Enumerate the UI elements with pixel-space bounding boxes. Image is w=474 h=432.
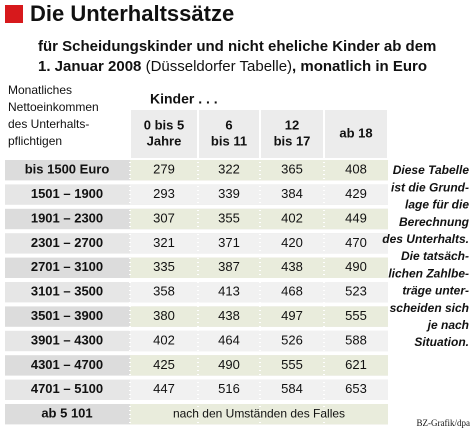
group-header: Kinder . . .	[150, 91, 218, 107]
cell: 464	[218, 332, 240, 347]
row-label: 3501 – 3900	[31, 308, 103, 323]
corner-label: des Unterhalts-	[8, 117, 89, 131]
column-header: 6	[225, 117, 232, 132]
row-label: 1501 – 1900	[31, 186, 103, 201]
cell: 588	[345, 332, 367, 347]
cell: 321	[153, 235, 175, 250]
cell: 387	[218, 259, 240, 274]
subtitle-part: , monatlich in Euro	[292, 58, 427, 75]
subtitle-part: 1. Januar 2008	[38, 58, 146, 75]
cell: 307	[153, 210, 175, 225]
side-note-line: Berechnung	[399, 215, 470, 229]
column-header: 12	[285, 117, 299, 132]
side-note-line: lichen Zahlbe-	[388, 266, 469, 280]
subtitle-line: 1. Januar 2008 (Düsseldorfer Tabelle), m…	[38, 58, 427, 75]
row-label: 4301 – 4700	[31, 357, 103, 372]
cell: 449	[345, 210, 367, 225]
cell-note: nach den Umständen des Falles	[173, 406, 345, 420]
side-note-line: lage für die	[405, 198, 469, 212]
column-shade	[131, 110, 197, 158]
row-label: 3101 – 3500	[31, 284, 103, 299]
cell: 339	[218, 186, 240, 201]
cell: 621	[345, 357, 367, 372]
column-header: Jahre	[147, 133, 182, 148]
row-label: ab 5 101	[41, 406, 92, 421]
side-note-line: des Unterhalts.	[382, 232, 469, 246]
cell: 438	[281, 259, 303, 274]
row-label: 2701 – 3100	[31, 259, 103, 274]
corner-label: Nettoeinkommen	[8, 100, 99, 114]
cell: 293	[153, 186, 175, 201]
cell: 384	[281, 186, 303, 201]
cell: 447	[153, 381, 175, 396]
side-note-line: je nach	[426, 318, 469, 332]
column-header: bis 17	[274, 133, 311, 148]
subtitle-part: (Düsseldorfer Tabelle)	[146, 58, 292, 75]
cell: 413	[218, 284, 240, 299]
row-values-band	[130, 306, 388, 327]
subtitle-line: für Scheidungskinder und nicht eheliche …	[38, 38, 436, 55]
cell: 408	[345, 162, 367, 177]
side-note-line: Situation.	[414, 335, 469, 349]
cell: 380	[153, 308, 175, 323]
side-note-line: Diese Tabelle	[393, 163, 470, 177]
row-values-band	[130, 282, 388, 303]
side-note-line: träge unter-	[402, 284, 469, 298]
cell: 402	[153, 332, 175, 347]
cell: 335	[153, 259, 175, 274]
side-note-line: Die tatsäch-	[401, 249, 469, 263]
row-label: 3901 – 4300	[31, 332, 103, 347]
cell: 371	[218, 235, 240, 250]
cell: 425	[153, 357, 175, 372]
corner-label: pflichtigen	[8, 134, 62, 148]
cell: 523	[345, 284, 367, 299]
cell: 429	[345, 186, 367, 201]
cell: 279	[153, 162, 175, 177]
cell: 497	[281, 308, 303, 323]
title-marker	[5, 5, 23, 23]
subtitle-part: für Scheidungskinder und nicht eheliche …	[38, 38, 436, 55]
cell: 402	[281, 210, 303, 225]
cell: 555	[345, 308, 367, 323]
cell: 653	[345, 381, 367, 396]
column-header: ab 18	[339, 125, 372, 140]
cell: 555	[281, 357, 303, 372]
cell: 355	[218, 210, 240, 225]
column-header: bis 11	[211, 133, 247, 148]
cell: 490	[345, 259, 367, 274]
corner-label: Monatliches	[8, 83, 72, 97]
row-label: 4701 – 5100	[31, 381, 103, 396]
side-note-line: scheiden sich	[390, 301, 469, 315]
source: BZ-Grafik/dpa	[417, 418, 470, 428]
side-note-line: ist die Grund-	[391, 180, 469, 194]
cell: 526	[281, 332, 303, 347]
row-label: 2301 – 2700	[31, 235, 103, 250]
column-shade	[261, 110, 323, 158]
cell: 470	[345, 235, 367, 250]
column-shade	[325, 110, 387, 158]
cell: 468	[281, 284, 303, 299]
row-label: 1901 – 2300	[31, 210, 103, 225]
cell: 358	[153, 284, 175, 299]
cell: 516	[218, 381, 240, 396]
cell: 584	[281, 381, 303, 396]
row-label: bis 1500 Euro	[25, 162, 110, 177]
column-header: 0 bis 5	[144, 117, 184, 132]
cell: 420	[281, 235, 303, 250]
column-shade	[199, 110, 259, 158]
cell: 490	[218, 357, 240, 372]
cell: 322	[218, 162, 240, 177]
title: Die Unterhaltssätze	[30, 1, 234, 26]
cell: 438	[218, 308, 240, 323]
cell: 365	[281, 162, 303, 177]
